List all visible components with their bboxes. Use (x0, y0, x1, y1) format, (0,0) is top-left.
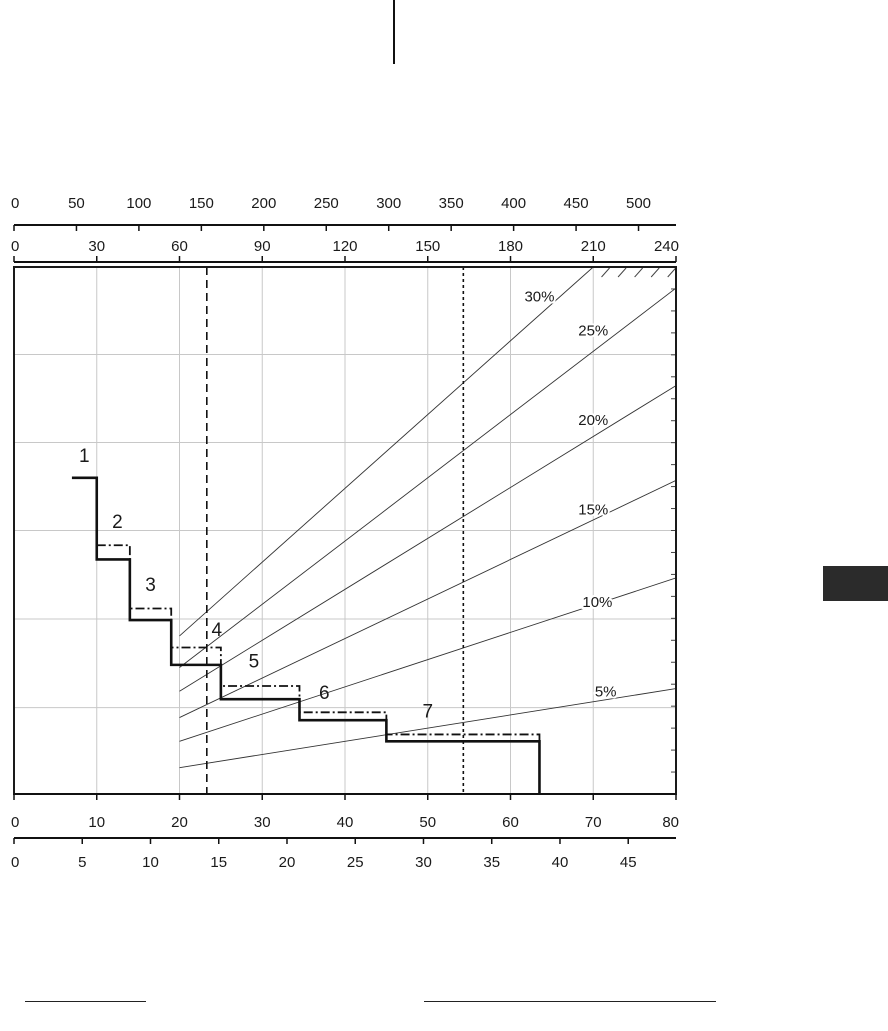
top-hatch-mark (617, 267, 627, 278)
bottom-primary-axis-tick-label: 50 (419, 814, 436, 831)
bottom-primary-axis-tick-label: 30 (254, 814, 271, 831)
top-secondary-axis-tick-label: 150 (415, 238, 440, 255)
top-primary-axis-tick-label: 350 (439, 195, 464, 212)
top-secondary-axis-tick-label: 120 (332, 238, 357, 255)
bottom-primary-axis-tick-label: 10 (88, 814, 105, 831)
step-label: 2 (112, 512, 123, 533)
step-series-solid (71, 476, 541, 794)
footnote-rule-left (25, 1001, 146, 1002)
bottom-primary-axis-tick-label: 20 (171, 814, 188, 831)
side-tab-marker (823, 566, 888, 601)
step-label: 7 (422, 702, 433, 723)
top-primary-axis-tick-label: 200 (251, 195, 276, 212)
vertical-reference-lines (206, 267, 465, 794)
top-secondary-axis-tick-label: 30 (88, 238, 105, 255)
bottom-secondary-axis-tick-label: 15 (210, 854, 227, 871)
step-label: 6 (319, 683, 330, 704)
step-label: 3 (145, 575, 156, 596)
top-hatch-mark (667, 267, 677, 278)
bottom-secondary-axis-tick-label: 0 (11, 854, 19, 871)
rate-line-15pct (179, 480, 676, 718)
top-hatch-mark (601, 267, 610, 278)
top-secondary-axis-tick-label: 180 (498, 238, 523, 255)
bottom-primary-axis-tick-label: 60 (502, 814, 519, 831)
bottom-secondary-axis-tick-label: 35 (483, 854, 500, 871)
rate-label: 15% (578, 502, 608, 519)
step-series-layer (71, 476, 541, 794)
top-secondary-axis-tick-label: 0 (11, 238, 19, 255)
top-primary-axis-tick-label: 450 (564, 195, 589, 212)
bottom-secondary-axis-tick-label: 25 (347, 854, 364, 871)
top-primary-axis-tick-label: 400 (501, 195, 526, 212)
top-hatch-mark (650, 267, 660, 278)
bottom-secondary-axis-tick-label: 5 (78, 854, 86, 871)
bottom-secondary-axis-tick-label: 10 (142, 854, 159, 871)
top-primary-axis-tick-label: 300 (376, 195, 401, 212)
rate-line-25pct (179, 287, 676, 668)
bottom-secondary-axis-tick-label: 20 (279, 854, 296, 871)
rate-label: 10% (582, 594, 612, 611)
rate-lines-layer (179, 267, 676, 769)
rate-label: 5% (595, 684, 617, 701)
top-primary-axis-tick-label: 500 (626, 195, 651, 212)
rate-label: 20% (578, 412, 608, 429)
bottom-primary-axis-tick-label: 40 (337, 814, 354, 831)
bottom-primary-axis-tick-label: 80 (662, 814, 679, 831)
rate-line-5pct (179, 688, 676, 769)
top-primary-axis-tick-label: 0 (11, 195, 19, 212)
bottom-primary-axis-tick-label: 0 (11, 814, 19, 831)
rate-line-10pct (179, 577, 676, 742)
labels-layer: 1 2 3 4 5 6 7 30% 25% 20% 15% 10% 5% (79, 286, 618, 723)
bottom-secondary-axis-tick-label: 45 (620, 854, 637, 871)
step-label: 1 (79, 446, 90, 467)
top-secondary-axis-tick-label: 90 (254, 238, 271, 255)
bottom-primary-axis-tick-label: 70 (585, 814, 602, 831)
top-secondary-axis-tick-label: 240 (654, 238, 679, 255)
top-hatch-mark (634, 267, 643, 278)
top-rule (393, 0, 395, 64)
step-label: 4 (211, 620, 222, 641)
step-series-dashdot (96, 544, 541, 794)
rate-label: 30% (524, 288, 554, 305)
bottom-secondary-axis-tick-label: 30 (415, 854, 432, 871)
step-label: 5 (249, 652, 260, 673)
bottom-secondary-axis-tick-label: 40 (552, 854, 569, 871)
top-secondary-axis-tick-label: 60 (171, 238, 188, 255)
top-primary-axis-tick-label: 250 (314, 195, 339, 212)
rate-line-20pct (179, 385, 676, 692)
grid-layer (14, 267, 677, 794)
top-secondary-axis-tick-label: 210 (581, 238, 606, 255)
top-primary-axis-tick-label: 50 (68, 195, 85, 212)
top-primary-axis-tick-label: 100 (126, 195, 151, 212)
footnote-rule-right (424, 1001, 716, 1002)
top-primary-axis-tick-label: 150 (189, 195, 214, 212)
rate-label: 25% (578, 323, 608, 340)
rate-line-30pct (179, 267, 594, 637)
